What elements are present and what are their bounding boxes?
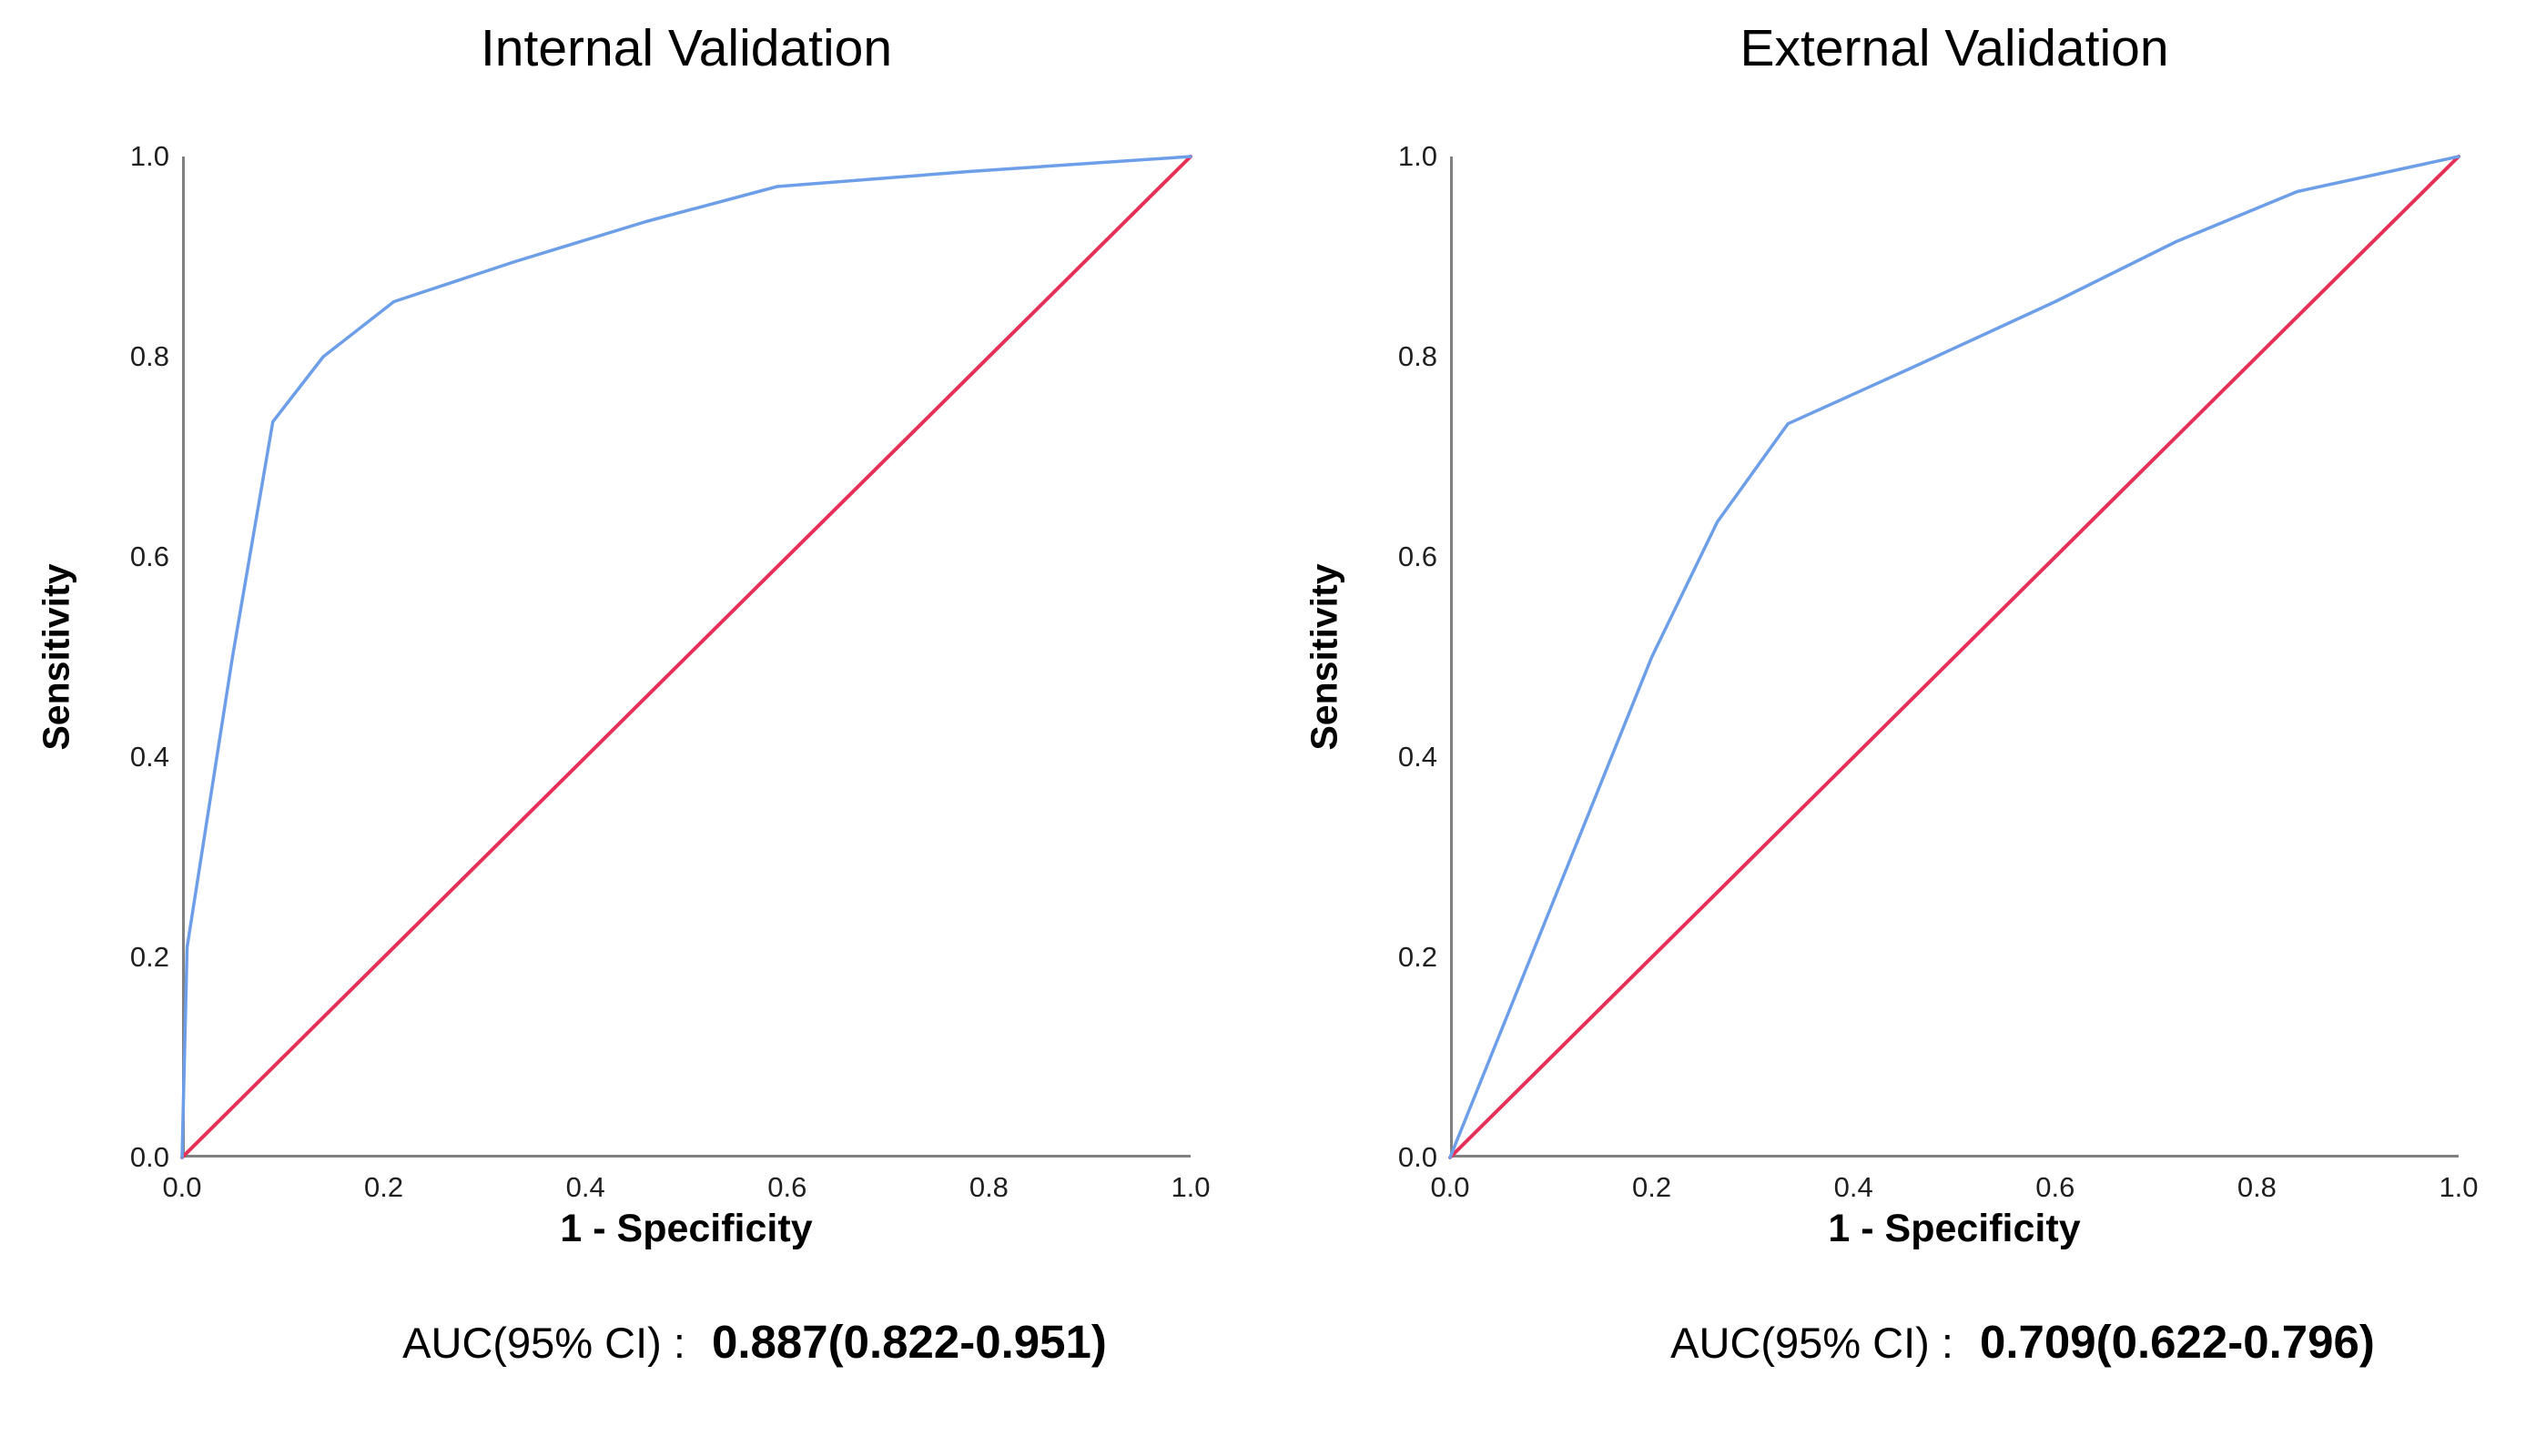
y-tick-label: 0.6 [1397,541,1437,572]
x-tick-label: 0.4 [1833,1171,1873,1203]
y-tick-label: 0.4 [129,741,169,773]
roc-curve [1448,155,2460,1159]
reference-line [1448,155,2460,1159]
x-axis-label: 1 - Specificity [1828,1207,2081,1250]
auc-label: AUC(95% CI) : [402,1319,685,1367]
x-tick-label: 1.0 [2439,1171,2479,1203]
y-tick-label: 0.2 [1397,941,1437,973]
internal-validation-panel: Internal Validation Sensitivity 0.0 0.2 0.… [35,19,1259,1371]
x-tick-label: 0.4 [565,1171,605,1203]
y-tick-label: 0.4 [1397,741,1437,773]
roc-chart-svg [180,155,1192,1159]
x-axis-label: 1 - Specificity [560,1207,813,1250]
x-tick-label: 0.0 [1430,1171,1470,1203]
y-tick-label: 1.0 [129,140,169,172]
x-tick-label: 0.0 [162,1171,202,1203]
y-tick-label: 0.8 [129,340,169,372]
roc-plot: 0.0 0.2 0.4 0.6 0.8 1.0 0.0 0.2 0.4 0.6 0.8 1.0 [1398,140,2479,1203]
roc-chart-svg [1448,155,2460,1159]
auc-value: 0.887(0.822-0.951) [712,1316,1107,1368]
x-tick-label: 0.2 [1632,1171,1672,1203]
y-tick-label: 1.0 [1397,140,1437,172]
roc-plot: 0.0 0.2 0.4 0.6 0.8 1.0 0.0 0.2 0.4 0.6 0.8 1.0 [130,140,1211,1203]
external-validation-panel: External Validation Sensitivity 0.0 0.2 0.… [1268,0,2536,1456]
auc-value: 0.709(0.622-0.796) [1980,1316,2375,1368]
x-tick-label: 0.6 [767,1171,807,1203]
chart-title: Internal Validation [480,19,893,77]
auc-label: AUC(95% CI) : [1670,1319,1953,1367]
y-tick-label: 0.0 [1397,1141,1437,1173]
chart-title: External Validation [1740,19,2169,77]
y-tick-label: 0.2 [129,941,169,973]
x-tick-label: 0.2 [364,1171,404,1203]
reference-line [180,155,1192,1159]
y-tick-label: 0.8 [1397,340,1437,372]
auc-annotation: AUC(95% CI) : 0.887(0.822-0.951) [250,1314,1259,1371]
x-tick-label: 0.8 [969,1171,1009,1203]
x-tick-label: 0.6 [2035,1171,2075,1203]
auc-annotation: AUC(95% CI) : 0.709(0.622-0.796) [1518,1314,2527,1371]
y-tick-label: 0.6 [129,541,169,572]
y-axis-label: Sensitivity [1303,563,1345,751]
y-axis-label: Sensitivity [35,563,77,751]
x-tick-label: 0.8 [2237,1171,2277,1203]
y-tick-label: 0.0 [129,1141,169,1173]
x-tick-label: 1.0 [1171,1171,1211,1203]
roc-curve [180,155,1192,1159]
